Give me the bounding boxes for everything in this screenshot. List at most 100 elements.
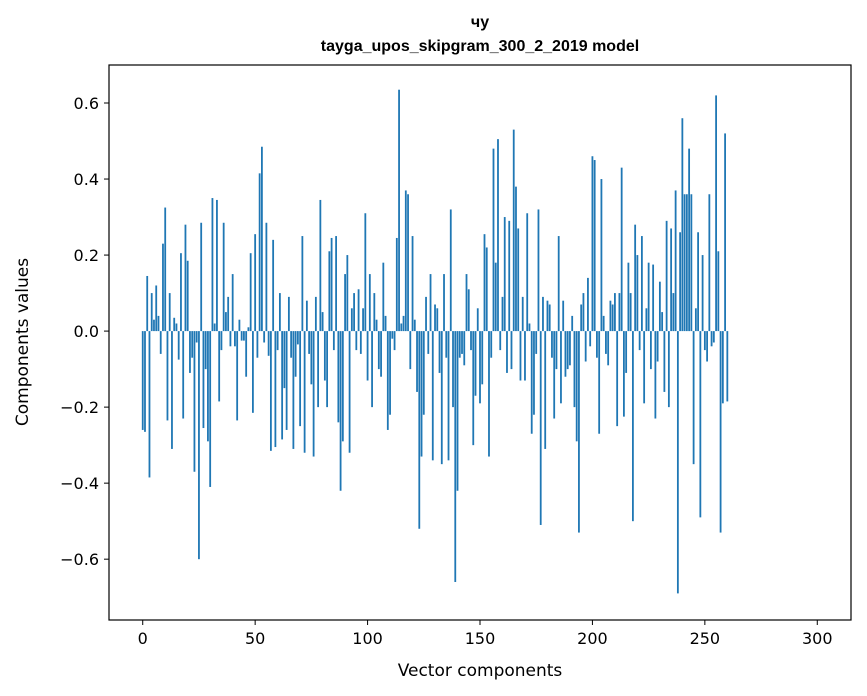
bar-254	[712, 331, 715, 343]
bar-140	[456, 331, 459, 491]
bar-89	[341, 331, 344, 442]
chart-subtitle: tayga_upos_skipgram_300_2_2019 model	[321, 38, 639, 55]
bar-216	[627, 262, 630, 332]
bar-25	[198, 331, 200, 560]
bar-3	[148, 331, 151, 478]
bar-4	[150, 293, 153, 332]
bar-116	[402, 315, 405, 332]
bar-11	[166, 331, 169, 421]
bar-151	[481, 331, 484, 385]
y-tick-label: 0.4	[74, 170, 99, 189]
bar-170	[524, 331, 526, 381]
bar-156	[492, 148, 495, 332]
bar-115	[400, 323, 403, 332]
bar-18	[182, 331, 185, 419]
y-tick-label: 0.2	[74, 246, 99, 265]
bar-238	[676, 331, 679, 594]
bars-group	[141, 89, 729, 594]
bar-106	[380, 331, 382, 377]
bar-99	[364, 213, 367, 332]
bar-64	[285, 331, 288, 430]
bar-62	[281, 331, 284, 440]
bar-30	[209, 331, 212, 487]
bar-46	[245, 331, 248, 377]
bar-187	[562, 300, 565, 332]
bar-59	[274, 331, 277, 448]
bar-96	[357, 289, 360, 332]
bar-223	[643, 331, 646, 404]
bar-32	[213, 323, 216, 332]
bar-175	[535, 331, 538, 354]
bar-205	[602, 315, 605, 332]
bar-130	[434, 304, 436, 332]
bar-112	[393, 331, 396, 351]
bar-171	[526, 213, 529, 332]
bar-119	[409, 331, 412, 370]
bar-200	[591, 156, 594, 332]
bar-120	[411, 236, 414, 332]
bar-227	[652, 264, 655, 332]
bar-57	[269, 331, 272, 451]
bar-168	[519, 331, 522, 381]
bar-242	[685, 194, 688, 332]
bar-102	[371, 331, 373, 408]
bar-94	[353, 293, 355, 332]
bar-82	[326, 331, 328, 408]
bar-220	[636, 255, 639, 332]
bar-248	[699, 331, 702, 518]
bar-21	[189, 331, 191, 373]
bar-26	[200, 222, 203, 332]
bar-247	[697, 232, 699, 332]
bar-209	[611, 304, 614, 332]
bar-61	[278, 293, 281, 332]
bar-131	[436, 308, 439, 332]
y-axis-ticks: −0.6 −0.4 −0.2 0.0 0.2 0.4 0.6	[60, 94, 109, 569]
x-tick-label: 200	[577, 629, 608, 648]
bar-68	[294, 331, 297, 377]
y-tick-label: −0.6	[60, 550, 99, 569]
bar-123	[418, 331, 421, 529]
bar-132	[438, 331, 441, 373]
bar-52	[258, 173, 261, 332]
bar-29	[207, 331, 209, 442]
x-tick-label: 250	[690, 629, 721, 648]
bar-60	[276, 331, 279, 351]
x-tick-label: 100	[352, 629, 383, 648]
bar-134	[443, 274, 445, 332]
bar-63	[283, 331, 286, 389]
bar-142	[461, 331, 463, 354]
bar-179	[544, 331, 547, 449]
y-tick-label: −0.4	[60, 474, 99, 493]
bar-218	[632, 331, 634, 522]
bar-53	[261, 146, 263, 332]
bar-75	[310, 331, 313, 385]
bar-159	[499, 331, 502, 351]
bar-158	[497, 139, 499, 332]
bar-160	[501, 296, 504, 332]
bar-214	[623, 331, 625, 417]
bar-153	[485, 247, 488, 332]
bar-240	[681, 118, 684, 332]
bar-239	[679, 232, 682, 332]
bar-15	[175, 323, 178, 332]
bar-176	[537, 209, 540, 332]
bar-31	[211, 198, 214, 332]
bar-17	[180, 253, 182, 332]
bar-118	[407, 194, 409, 332]
bar-224	[645, 308, 648, 332]
bar-36	[222, 222, 225, 332]
y-axis-label: Components values	[13, 258, 33, 426]
bar-86	[335, 236, 337, 332]
bar-34	[218, 331, 221, 402]
bar-54	[263, 331, 266, 343]
bar-211	[616, 331, 619, 427]
bar-107	[382, 262, 385, 332]
bar-195	[580, 304, 583, 332]
bar-124	[420, 331, 423, 457]
bar-76	[312, 331, 315, 457]
bar-43	[238, 319, 241, 332]
bar-83	[328, 251, 331, 332]
bar-196	[582, 293, 585, 332]
bar-85	[332, 331, 335, 351]
bar-141	[458, 331, 461, 358]
